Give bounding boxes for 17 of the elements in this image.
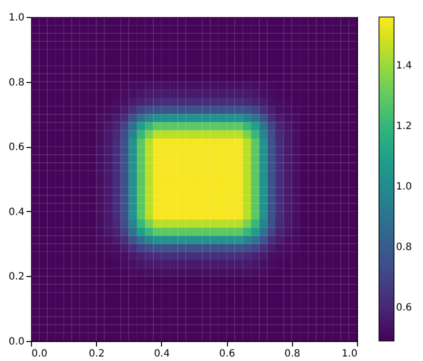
color-bar-label: 0.6 <box>396 302 412 314</box>
y-tick-label: 1.0 <box>8 12 24 24</box>
x-tick-label: 0.4 <box>154 348 170 360</box>
x-tick-label: 0.8 <box>284 348 300 360</box>
y-tick-label: 0.2 <box>8 272 24 283</box>
y-tick-label: 0.8 <box>8 77 24 88</box>
y-tick-label: 0.4 <box>8 206 24 218</box>
color-bar-label: 1.4 <box>396 60 412 72</box>
color-bar-label: 1.0 <box>396 182 412 193</box>
color-bar-label: 1.2 <box>396 121 412 132</box>
x-tick-label: 0.0 <box>32 348 48 360</box>
x-tick-label: 1.0 <box>342 348 358 360</box>
y-tick-label: 0.0 <box>8 336 24 348</box>
x-tick-label: 0.2 <box>88 348 105 360</box>
x-tick-label: 0.6 <box>219 348 236 360</box>
color-bar-label: 0.8 <box>396 242 412 254</box>
y-tick-label: 0.6 <box>8 142 24 154</box>
